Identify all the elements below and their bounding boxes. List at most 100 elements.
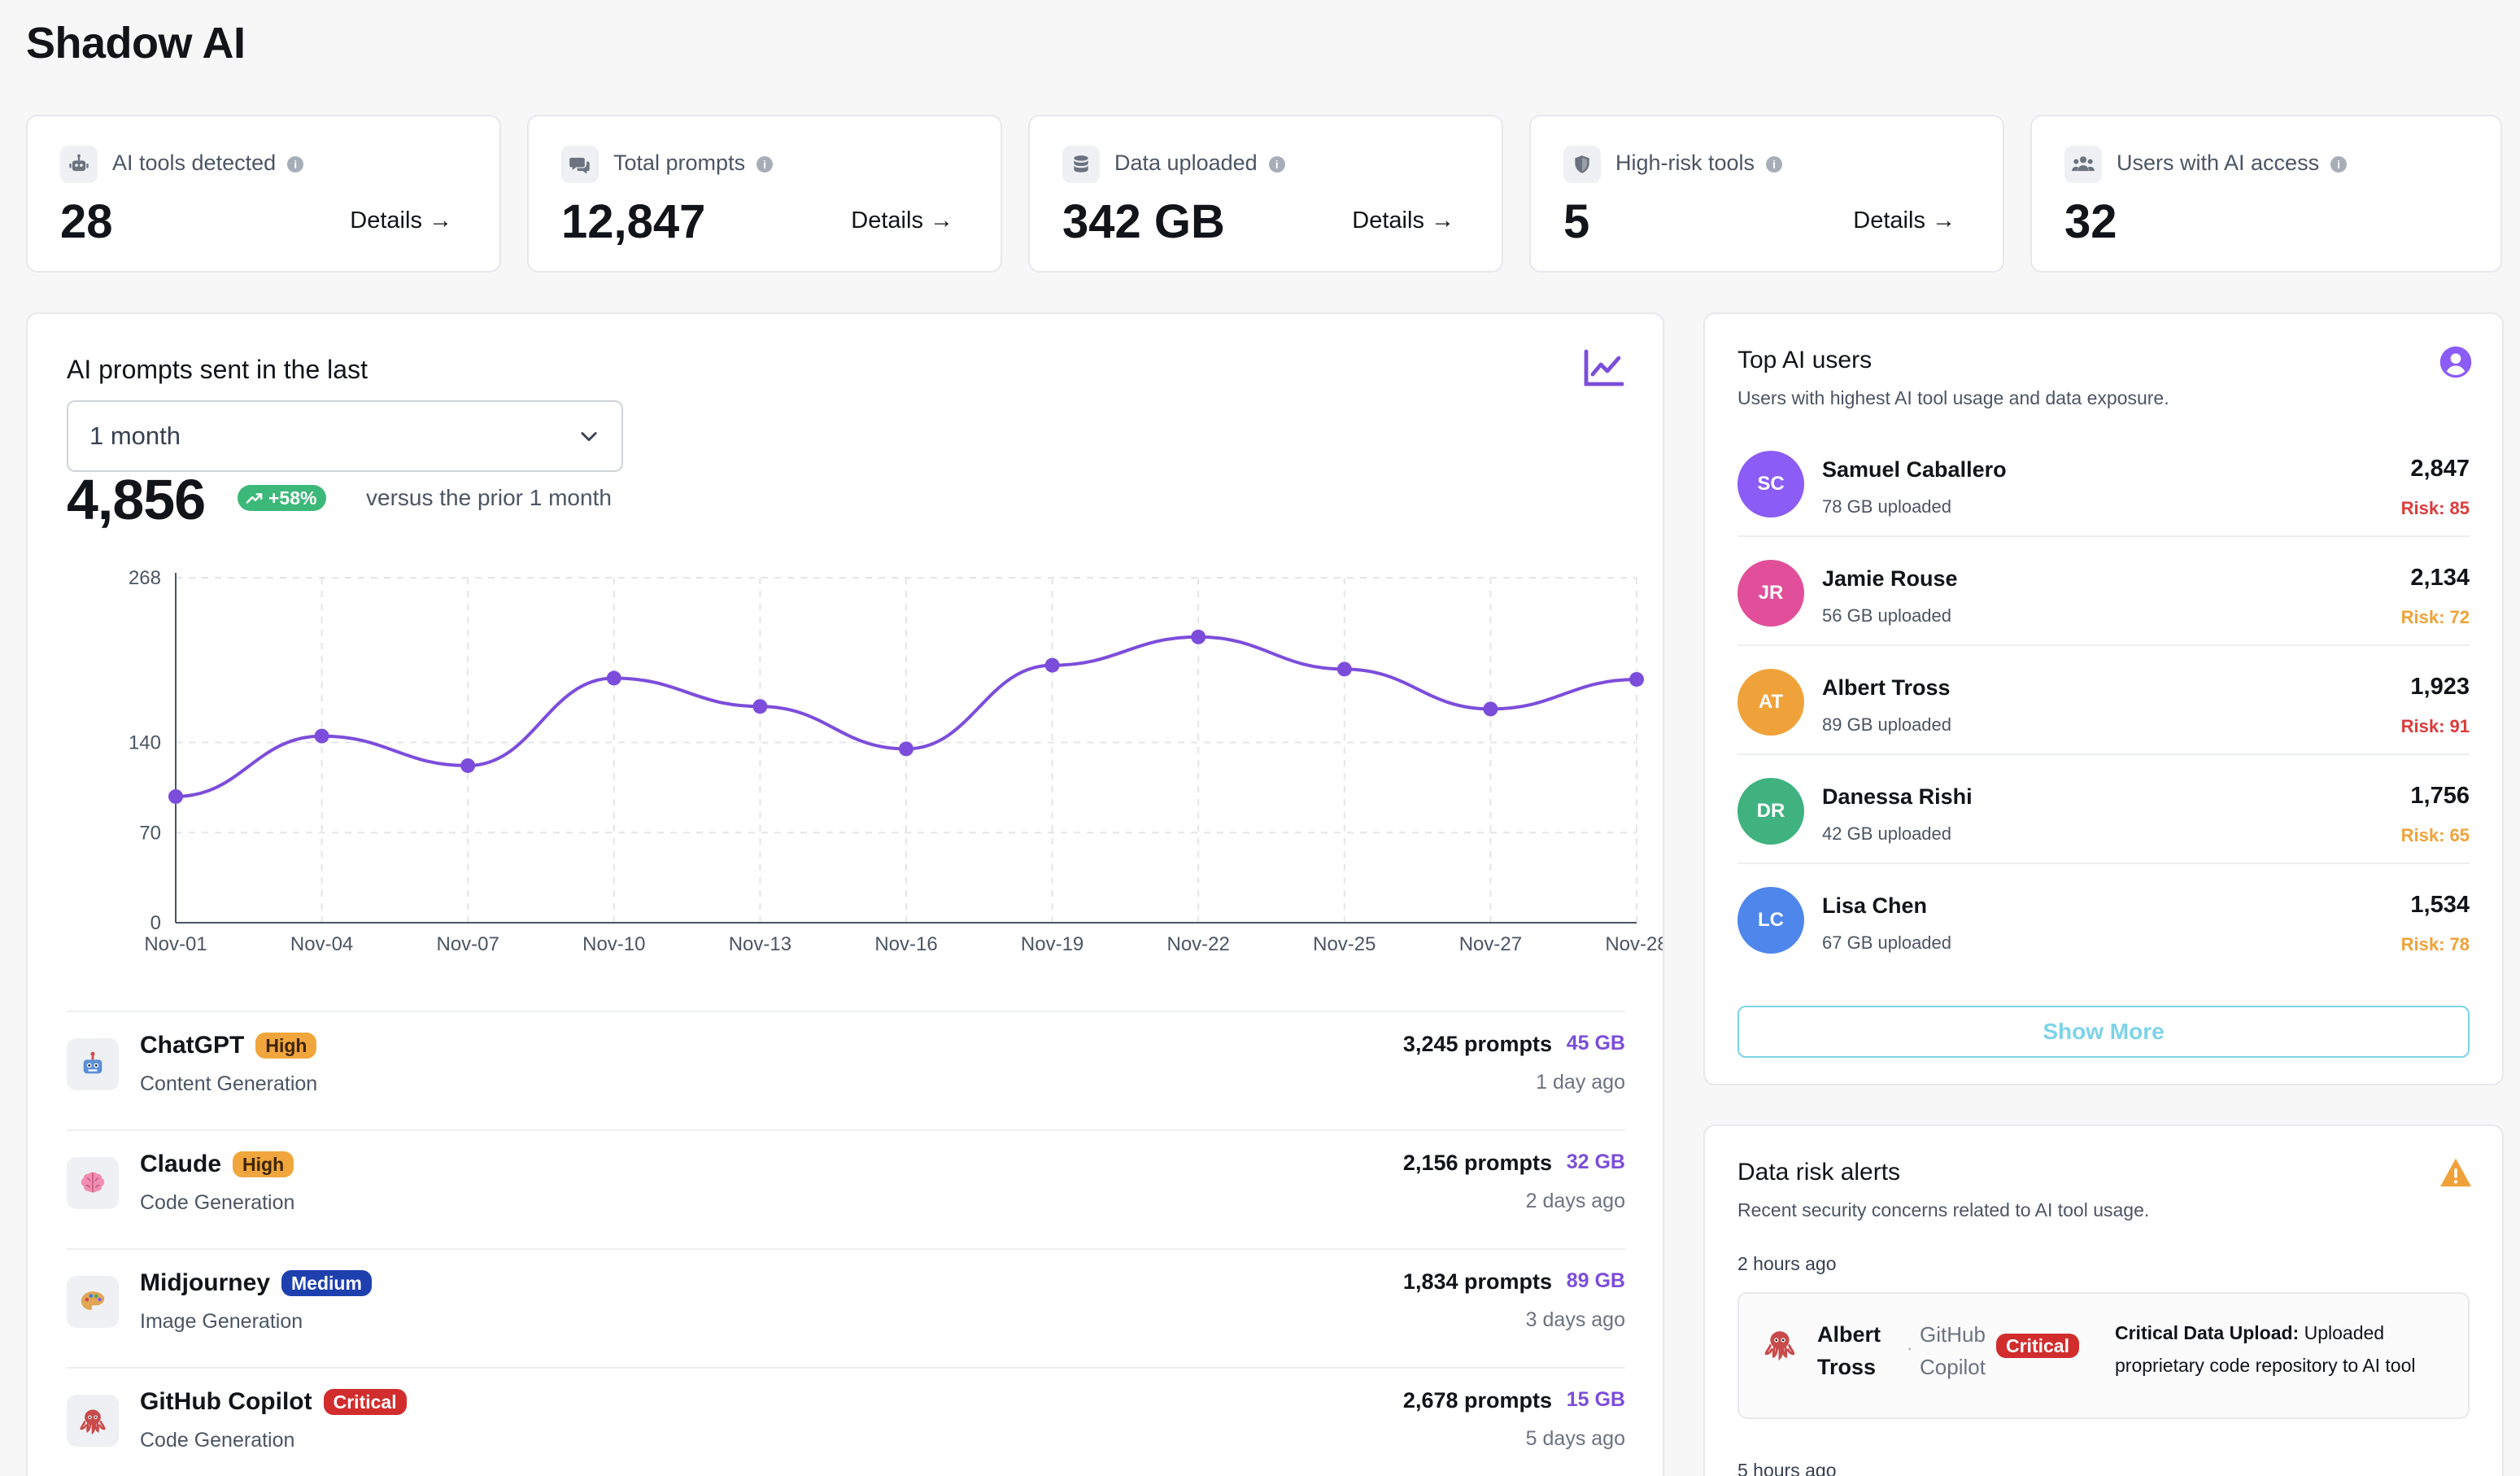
user-row[interactable]: DR Danessa Rishi 42 GB uploaded 1,756 Ri… xyxy=(1737,755,2470,864)
tool-category: Image Generation xyxy=(140,1310,303,1333)
info-icon[interactable]: i xyxy=(1766,156,1783,172)
x-tick-label: Nov-19 xyxy=(1021,933,1083,955)
data-point xyxy=(1044,657,1060,673)
data-point xyxy=(1336,662,1352,677)
info-icon[interactable]: i xyxy=(756,156,774,172)
stat-card-data-uploaded: Data uploaded i 342 GB Details → xyxy=(1028,115,1503,273)
stat-value: 28 xyxy=(60,195,113,248)
user-prompt-count: 1,534 xyxy=(2410,892,2470,918)
tool-category: Content Generation xyxy=(140,1072,318,1095)
y-tick-label: 268 xyxy=(129,567,161,589)
details-link[interactable]: Details → xyxy=(350,207,452,234)
tool-row-claude[interactable]: Claude High Code Generation 2,156 prompts… xyxy=(67,1131,1625,1248)
data-point xyxy=(1629,671,1644,687)
avatar: JR xyxy=(1737,560,1804,627)
user-risk: Risk: 78 xyxy=(2400,934,2470,954)
user-row[interactable]: AT Albert Tross 89 GB uploaded 1,923 Ris… xyxy=(1737,646,2470,755)
x-tick-label: Nov-01 xyxy=(144,933,207,955)
stat-value: 342 GB xyxy=(1062,195,1225,248)
details-link[interactable]: Details → xyxy=(851,207,953,234)
x-tick-label: Nov-04 xyxy=(290,933,353,955)
user-uploaded: 42 GB uploaded xyxy=(1822,823,1952,844)
divider xyxy=(67,1367,1625,1369)
alert-tool-first: GitHub xyxy=(1920,1322,1986,1347)
alert-item[interactable]: Albert Tross · GitHub Copilot Critical Cri… xyxy=(1737,1292,2470,1419)
tool-name: ChatGPT xyxy=(140,1032,245,1059)
x-tick-label: Nov-22 xyxy=(1167,933,1230,955)
page-title: Shadow AI xyxy=(26,19,246,68)
user-row[interactable]: SC Samuel Caballero 78 GB uploaded 2,847… xyxy=(1737,428,2470,537)
tool-data: 15 GB xyxy=(1566,1388,1625,1411)
stat-card-high-risk-tools: High-risk tools i 5 Details → xyxy=(1529,115,2004,273)
stat-label: Users with AI access xyxy=(2117,151,2320,175)
data-point xyxy=(460,758,476,773)
info-icon[interactable]: i xyxy=(2330,156,2348,172)
stat-card-total-prompts: Total prompts i 12,847 Details → xyxy=(527,115,1002,273)
data-point xyxy=(168,788,183,804)
alert-tool-last: Copilot xyxy=(1920,1355,1986,1379)
data-point xyxy=(314,728,329,744)
user-row[interactable]: LC Lisa Chen 67 GB uploaded 1,534 Risk: … xyxy=(1737,864,2470,973)
avatar: DR xyxy=(1737,778,1804,845)
prompts-card-title: AI prompts sent in the last xyxy=(67,355,368,384)
chevron-down-icon xyxy=(578,425,600,452)
tool-row-chatgpt[interactable]: ChatGPT High Content Generation 3,245 pro… xyxy=(67,1012,1625,1129)
tool-last-used: 1 day ago xyxy=(1536,1071,1625,1094)
user-uploaded: 78 GB uploaded xyxy=(1822,496,1952,517)
period-select-value: 1 month xyxy=(89,421,181,450)
prompts-card: AI prompts sent in the last 1 month 4,85… xyxy=(26,312,1664,1476)
tool-category: Code Generation xyxy=(140,1191,295,1214)
alerts-title: Data risk alerts xyxy=(1737,1159,1901,1186)
user-uploaded: 67 GB uploaded xyxy=(1822,932,1952,953)
risk-badge: High xyxy=(255,1033,317,1059)
user-name: Albert Tross xyxy=(1822,675,1951,700)
info-icon[interactable]: i xyxy=(1268,156,1285,172)
details-link[interactable]: Details → xyxy=(1853,207,1955,234)
risk-badge: Medium xyxy=(281,1270,372,1296)
tool-data: 89 GB xyxy=(1566,1269,1625,1292)
stat-label: Total prompts xyxy=(613,151,746,175)
tool-last-used: 5 days ago xyxy=(1525,1427,1625,1450)
stat-label: High-risk tools xyxy=(1615,151,1755,175)
details-link[interactable]: Details → xyxy=(1352,207,1454,234)
avatar: AT xyxy=(1737,669,1804,736)
tool-row-github-copilot[interactable]: GitHub Copilot Critical Code Generation 2… xyxy=(67,1369,1625,1476)
robot-icon xyxy=(67,1038,119,1090)
top-users-card: Top AI users Users with highest AI tool … xyxy=(1703,312,2504,1085)
x-tick-label: Nov-16 xyxy=(874,933,937,955)
stat-value: 12,847 xyxy=(561,195,706,248)
change-badge: +58% xyxy=(238,485,327,511)
user-name: Samuel Caballero xyxy=(1822,457,2007,482)
stat-label: Data uploaded xyxy=(1114,151,1258,175)
user-uploaded: 56 GB uploaded xyxy=(1822,605,1952,626)
versus-text: versus the prior 1 month xyxy=(366,485,612,510)
stat-value: 5 xyxy=(1563,195,1590,248)
prompts-total: 4,856 xyxy=(67,468,206,531)
alerts-subtitle: Recent security concerns related to AI t… xyxy=(1737,1199,2150,1221)
data-point xyxy=(1191,629,1206,644)
divider xyxy=(67,1011,1625,1012)
chat-bubbles-icon xyxy=(561,146,599,183)
brain-icon xyxy=(67,1157,119,1209)
tool-row-midjourney[interactable]: Midjourney Medium Image Generation 1,834 … xyxy=(67,1250,1625,1367)
show-more-button[interactable]: Show More xyxy=(1737,1006,2470,1058)
risk-badge: High xyxy=(233,1151,294,1177)
avatar: SC xyxy=(1737,451,1804,517)
y-tick-label: 0 xyxy=(150,912,161,934)
tool-name: GitHub Copilot xyxy=(140,1388,312,1415)
info-icon[interactable]: i xyxy=(287,156,304,172)
period-select[interactable]: 1 month xyxy=(67,400,623,472)
user-row[interactable]: JR Jamie Rouse 56 GB uploaded 2,134 Risk… xyxy=(1737,537,2470,646)
palette-icon xyxy=(67,1276,119,1328)
user-name: Jamie Rouse xyxy=(1822,566,1958,591)
y-tick-label: 140 xyxy=(129,732,161,754)
tool-prompts: 2,678 prompts xyxy=(1402,1388,1552,1413)
tool-prompts: 3,245 prompts xyxy=(1402,1032,1552,1056)
user-risk: Risk: 72 xyxy=(2400,607,2470,627)
tool-data: 32 GB xyxy=(1566,1151,1625,1173)
user-uploaded: 89 GB uploaded xyxy=(1822,714,1952,735)
data-point xyxy=(1483,701,1498,717)
data-risk-alerts-card: Data risk alerts Recent security concern… xyxy=(1703,1124,2504,1476)
warning-icon xyxy=(2439,1157,2473,1192)
line-chart-icon[interactable] xyxy=(1583,348,1625,391)
